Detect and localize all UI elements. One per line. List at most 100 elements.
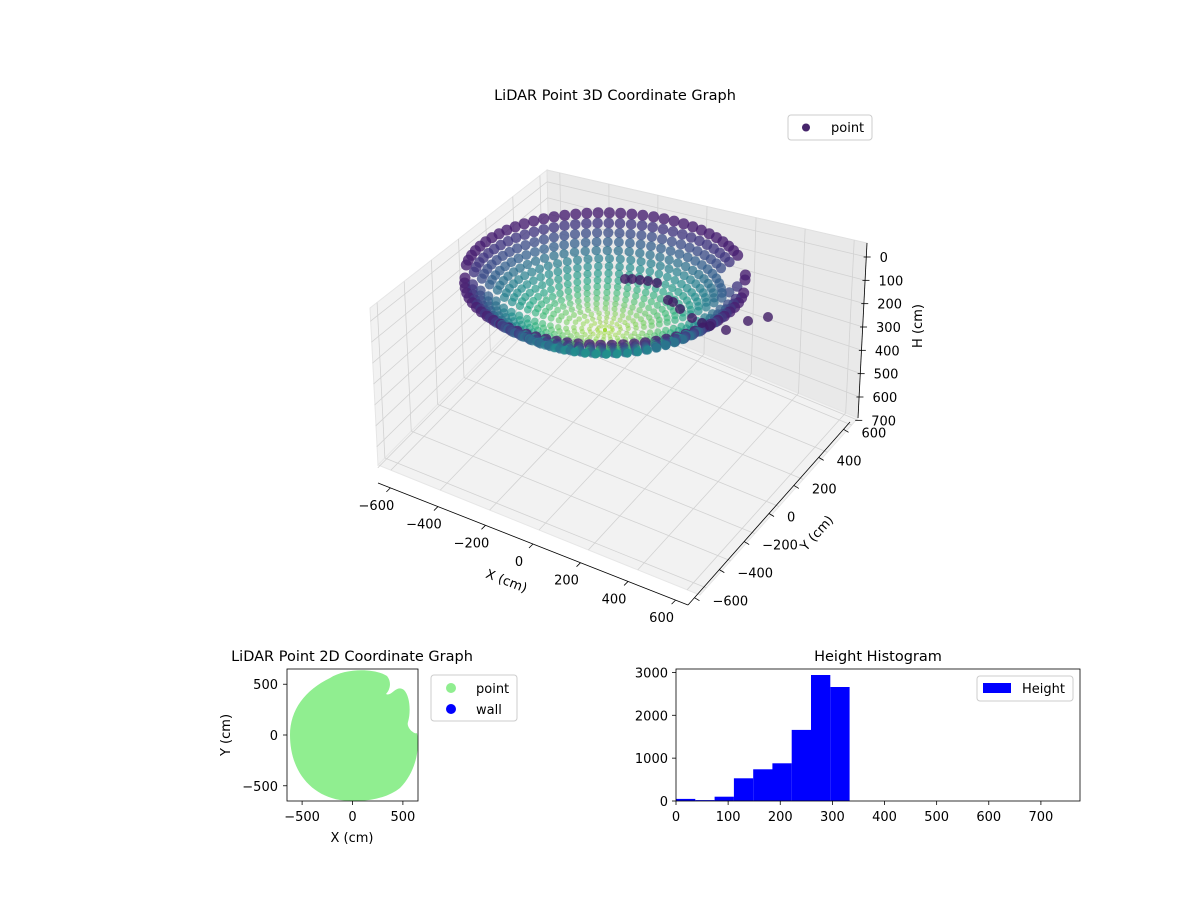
x-tick-3d xyxy=(433,506,439,511)
cloud-point xyxy=(563,319,570,326)
histogram-x-tick-label: 0 xyxy=(672,810,680,825)
cloud-point xyxy=(603,328,607,332)
cloud-point xyxy=(671,316,679,324)
cloud-point xyxy=(623,349,632,358)
legend-3d-label-point: point xyxy=(831,121,864,136)
cloud-point xyxy=(645,250,655,260)
x-ticks-2d: −500 0 500 xyxy=(284,801,415,825)
cloud-point xyxy=(602,331,607,336)
cloud-point xyxy=(602,236,613,247)
cloud-point xyxy=(569,238,580,249)
cloud-point xyxy=(667,226,679,237)
histogram-x-tick-label: 600 xyxy=(976,810,1001,825)
legend-3d: point xyxy=(787,114,873,141)
cloud-point xyxy=(636,307,643,314)
cloud-point xyxy=(657,234,668,245)
cloud-point xyxy=(614,228,625,239)
cloud-point xyxy=(553,267,563,277)
histogram-legend-swatch xyxy=(983,683,1011,693)
cloud-point xyxy=(615,254,625,264)
cloud-point xyxy=(603,282,612,291)
cloud-point xyxy=(593,282,601,291)
cloud-point xyxy=(518,218,530,230)
cloud-point xyxy=(574,291,582,299)
cloud-point xyxy=(664,264,674,274)
cloud-point xyxy=(583,270,592,279)
cloud-point xyxy=(547,285,555,294)
cloud-point xyxy=(559,303,567,310)
cloud-point xyxy=(647,298,655,306)
x-tick-3d xyxy=(481,525,486,530)
x-tick-3d xyxy=(623,581,629,586)
x-tick-label-3d: 200 xyxy=(554,574,579,589)
x-tick-3d xyxy=(671,599,676,605)
cloud-point xyxy=(666,236,677,247)
histogram-bar xyxy=(714,796,734,801)
cloud-point xyxy=(645,267,655,276)
histogram-x-ticks: 0 100 200 300 400 500 600 700 xyxy=(672,801,1053,825)
cloud-point xyxy=(657,223,669,235)
histogram-x-tick-label: 300 xyxy=(820,810,845,825)
cloud-point xyxy=(622,296,629,304)
cloud-point xyxy=(637,209,649,221)
cloud-point xyxy=(656,243,666,254)
cloud-point xyxy=(569,229,581,240)
z-tick-label-3d: 100 xyxy=(878,274,903,289)
cloud-point xyxy=(603,328,607,332)
cloud-point xyxy=(648,211,660,223)
cloud-point xyxy=(511,243,523,254)
cloud-point xyxy=(724,256,735,268)
cloud-point xyxy=(595,327,600,332)
grid-line-y-left xyxy=(376,302,386,459)
y-tick-label-2d: −500 xyxy=(242,780,278,795)
cloud-point-dark xyxy=(635,275,645,285)
cloud-point xyxy=(603,207,615,219)
plot-3d-title: LiDAR Point 3D Coordinate Graph xyxy=(494,88,736,104)
cloud-point xyxy=(675,239,687,250)
cloud-point xyxy=(492,285,503,295)
cloud-point xyxy=(593,294,601,302)
grid-line-z-back xyxy=(547,181,867,258)
cloud-point xyxy=(612,295,620,302)
cloud-point xyxy=(538,224,549,235)
cloud-point xyxy=(684,242,695,253)
cloud-point xyxy=(530,256,541,266)
cloud-point xyxy=(638,301,646,308)
cloud-point xyxy=(540,289,548,297)
cloud-point-dark xyxy=(652,278,662,288)
cloud-point xyxy=(611,305,618,312)
histogram-y-tick-label: 0 xyxy=(660,795,668,810)
cloud-point xyxy=(592,227,603,238)
cloud-point xyxy=(583,289,591,298)
cloud-point xyxy=(682,252,693,263)
grid-line-y xyxy=(411,430,731,562)
cloud-point xyxy=(574,297,582,305)
cloud-point-dark xyxy=(743,316,753,326)
cloud-point xyxy=(617,317,623,323)
cloud-point xyxy=(576,316,582,322)
histogram-y-tick-label: 3000 xyxy=(635,666,668,681)
cloud-point xyxy=(649,291,658,300)
cloud-point xyxy=(536,272,545,282)
cloud-point xyxy=(580,246,590,256)
z-axis-label-3d: H (cm) xyxy=(911,304,926,348)
y-tick-3d xyxy=(719,569,725,573)
y-tick-3d xyxy=(694,597,700,602)
cloud-point xyxy=(528,226,540,238)
cloud-point xyxy=(570,219,581,230)
cloud-point xyxy=(624,247,634,257)
cloud-point xyxy=(639,330,646,337)
y-tick-label-3d: 0 xyxy=(787,511,795,526)
cloud-point xyxy=(527,267,537,277)
x-tick-label-2d: 0 xyxy=(348,810,356,825)
cloud-point xyxy=(570,347,580,357)
cloud-point xyxy=(603,328,607,332)
y-tick-label-3d: 400 xyxy=(837,454,862,469)
cloud-point xyxy=(538,234,550,245)
cloud-point xyxy=(670,276,680,285)
cloud-point xyxy=(596,310,602,317)
cloud-point-dark xyxy=(705,321,715,331)
cloud-point xyxy=(603,288,611,297)
cloud-point xyxy=(591,237,602,247)
cloud-point xyxy=(539,244,549,255)
